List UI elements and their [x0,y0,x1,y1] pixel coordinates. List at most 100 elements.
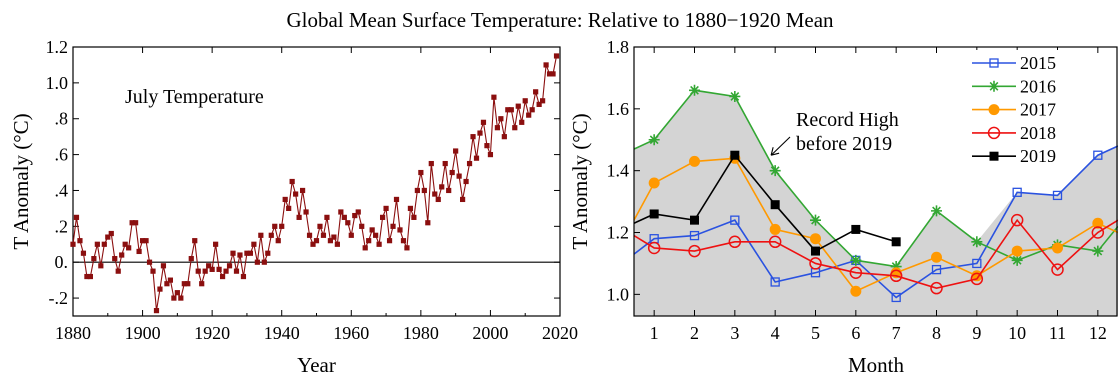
july-temperature-point [129,220,135,226]
july-temperature-point [428,160,434,167]
right-x-tick-label: 12 [1089,323,1107,343]
left-x-tick-label: 1920 [194,323,230,343]
series-point-2018 [930,281,943,295]
series-point-2018 [647,241,661,255]
july-temperature-point [254,259,260,265]
left-y-tick-label: 0. [55,252,69,272]
series-2019 [633,150,901,256]
july-temperature-point [529,107,535,113]
left-ticks: 1880 1900 1920 1940 1960 1980 2000 2020 -.2 0. .2.… [46,37,579,343]
series-point-2018 [1010,213,1024,227]
july-temperature-point [146,259,153,265]
monthly-temperature-chart: 1 2 3 4 5 6 7 8 9 10 11 121.01.21.41.61.8 Record Hi… [568,37,1118,377]
july-temperature-point [303,209,309,215]
july-temperature-point [546,71,553,77]
right-x-tick-label: 6 [851,323,860,343]
left-y-tick-label: 1.2 [46,37,69,57]
july-temperature-point [327,238,334,244]
left-y-tick-label: .4 [55,180,69,200]
july-temperature-point [206,263,212,269]
legend-marker [988,80,1000,92]
left-series [70,53,560,314]
july-temperature-point [209,266,215,272]
july-temperature-point [494,125,500,131]
july-temperature-point [240,273,247,280]
right-x-tick-label: 3 [730,323,739,343]
legend-entry-2015: 2015 [972,53,1056,73]
left-x-tick-label: 2020 [542,323,578,343]
july-temperature-point [84,273,90,280]
july-temperature-point [251,241,257,247]
july-temperature-point [414,187,420,194]
july-temperature-point [171,295,177,301]
july-temperature-point [80,250,87,256]
left-panel-annotation: July Temperature [125,86,264,108]
left-y-axis-label: T Anomaly (°C) [9,113,33,249]
july-temperature-point [174,290,180,296]
july-temperature-point [101,241,107,247]
july-temperature-point [390,223,396,229]
series-point-2016 [850,254,862,266]
left-x-axis-label: Year [297,353,336,377]
series-point-2015 [770,277,780,287]
july-temperature-point [105,234,111,240]
july-temperature-point [296,214,302,220]
left-y-tick-label: .6 [55,145,69,165]
july-temperature-point [355,209,361,215]
right-x-tick-label: 2 [690,323,699,343]
series-point-2018 [889,269,903,283]
series-point-2016 [689,84,700,96]
right-x-axis-label: Month [848,353,905,377]
july-temperature-point [216,266,222,272]
july-temperature-point [286,205,292,211]
july-temperature-point [359,223,365,229]
july-temperature-point [77,238,83,244]
right-x-tick-label: 5 [811,323,820,343]
series-2015 [633,145,1118,303]
july-temperature-point [407,205,414,211]
legend-marker [988,104,1000,116]
july-temperature-point [150,268,156,274]
legend-label: 2015 [1020,53,1056,73]
legend-marker [987,126,1001,140]
july-temperature-chart: 1880 1900 1920 1940 1960 1980 2000 2020 -.2 0. .2.… [9,37,578,377]
july-temperature-point [331,234,337,240]
left-x-tick-label: 1960 [333,323,369,343]
july-temperature-point [272,223,278,229]
july-temperature-point [338,209,344,215]
july-temperature-point [181,281,187,287]
july-temperature-point [460,196,466,203]
july-temperature-point [533,89,539,95]
legend-entry-2016: 2016 [972,76,1056,96]
july-temperature-point [373,232,379,238]
july-temperature-point [73,214,80,220]
july-temperature-point [139,238,146,244]
july-temperature-point [244,250,250,256]
series-2018 [633,213,1118,295]
legend-entry-2019: 2019 [972,146,1056,166]
series-point-2016 [769,165,781,177]
july-temperature-point [115,268,121,274]
july-temperature-point [470,134,476,140]
july-temperature-point [519,119,525,125]
july-temperature-point [456,173,462,179]
left-x-tick-label: 1940 [264,323,300,343]
july-temperature-point [550,71,556,77]
july-temperature-point [435,196,441,203]
july-temperature-point [386,238,393,244]
right-y-tick-label: 1.8 [607,37,630,57]
right-series [633,84,1118,303]
series-point-2016 [1011,254,1023,266]
july-temperature-point [480,119,487,125]
july-temperature-point [282,196,288,203]
july-temperature-point [508,107,514,113]
series-2017 [633,152,1118,297]
july-temperature-point [178,295,184,301]
series-point-2019 [891,237,901,247]
series-point-2018 [688,244,701,258]
july-temperature-point [143,238,149,244]
july-temperature-point [383,205,389,211]
july-temperature-point [258,232,264,238]
july-temperature-point [112,256,118,262]
series-point-2016 [1092,245,1104,257]
